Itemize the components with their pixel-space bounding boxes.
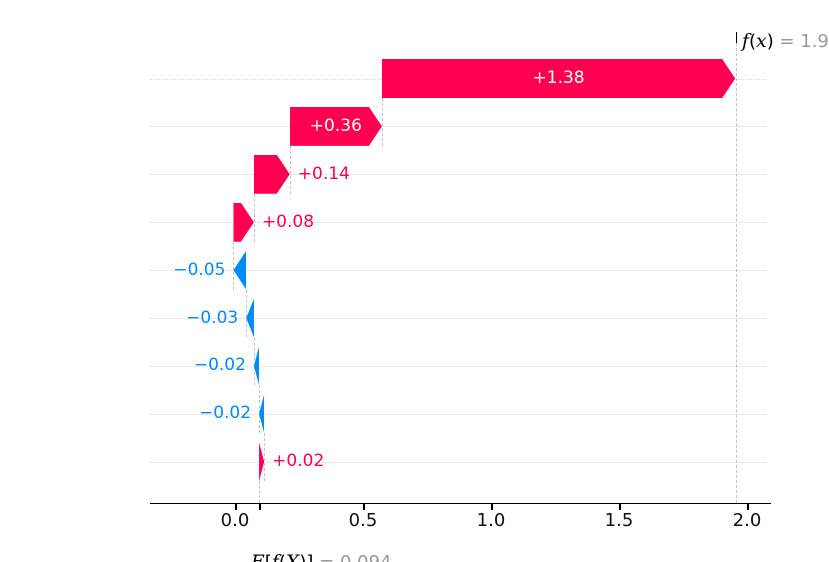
fx-symbol: f(x) — [741, 30, 774, 52]
row-guide-line — [150, 126, 766, 128]
connector-line — [246, 289, 248, 338]
shap-bar-positive — [233, 202, 254, 242]
row-guide-line — [150, 413, 766, 415]
row-guide-line — [150, 270, 766, 272]
x-tick-label: 0.5 — [348, 510, 378, 531]
shap-bar-positive — [259, 442, 265, 482]
bar-value-label: +0.08 — [261, 211, 315, 232]
row-guide-line — [150, 222, 766, 224]
shap-bar-positive — [253, 154, 290, 194]
shap-bar-negative — [233, 250, 247, 290]
row-guide-line — [150, 365, 766, 367]
bar-value-label: −0.02 — [193, 355, 246, 376]
bar-value-label: −0.05 — [173, 259, 226, 280]
fx-line — [735, 43, 737, 503]
x-axis-spine — [150, 503, 771, 504]
x-tick-label: 1.5 — [604, 510, 634, 531]
shap-bar-positive — [381, 59, 736, 98]
efx-tick — [259, 504, 261, 510]
x-tick — [619, 504, 621, 510]
fx-top-tick — [735, 32, 738, 43]
bar-value-label: −0.03 — [186, 307, 239, 328]
row-guide-line — [150, 461, 766, 463]
row-guide-line — [150, 318, 766, 319]
connector-line — [264, 433, 266, 482]
x-tick — [235, 504, 237, 510]
connector-line — [253, 337, 255, 386]
fx-annotation: f(x) = 1.957 — [719, 9, 829, 73]
bar-value-label: −0.02 — [198, 403, 252, 424]
fx-value: = 1.957 — [779, 31, 829, 52]
efx-annotation: E[f(X)] = 0.094 — [228, 530, 392, 562]
efx-value: = 0.094 — [313, 552, 391, 562]
bar-value-label: +0.14 — [297, 163, 350, 184]
efx-symbol: E[f(X)] — [250, 551, 314, 562]
row-guide-line — [150, 174, 766, 176]
x-tick-label: 0.0 — [220, 510, 250, 531]
shap-bar-negative — [246, 298, 254, 338]
connector-line — [381, 98, 383, 146]
shap-bar-positive — [289, 106, 382, 146]
bar-value-label: +1.38 — [532, 68, 585, 88]
connector-line — [289, 145, 291, 194]
bar-value-label: +0.36 — [309, 115, 362, 136]
x-tick — [363, 504, 365, 510]
shap-bar-negative — [253, 346, 260, 386]
x-tick — [491, 504, 493, 510]
x-tick-label: 1.0 — [476, 510, 506, 531]
shap-bar-negative — [259, 394, 265, 434]
x-tick-label: 2.0 — [732, 510, 762, 531]
connector-line — [259, 481, 261, 503]
connector-line — [253, 193, 255, 242]
x-tick — [747, 504, 749, 510]
bar-value-label: +0.02 — [272, 451, 325, 472]
connector-line — [233, 241, 235, 290]
connector-line — [259, 385, 261, 434]
